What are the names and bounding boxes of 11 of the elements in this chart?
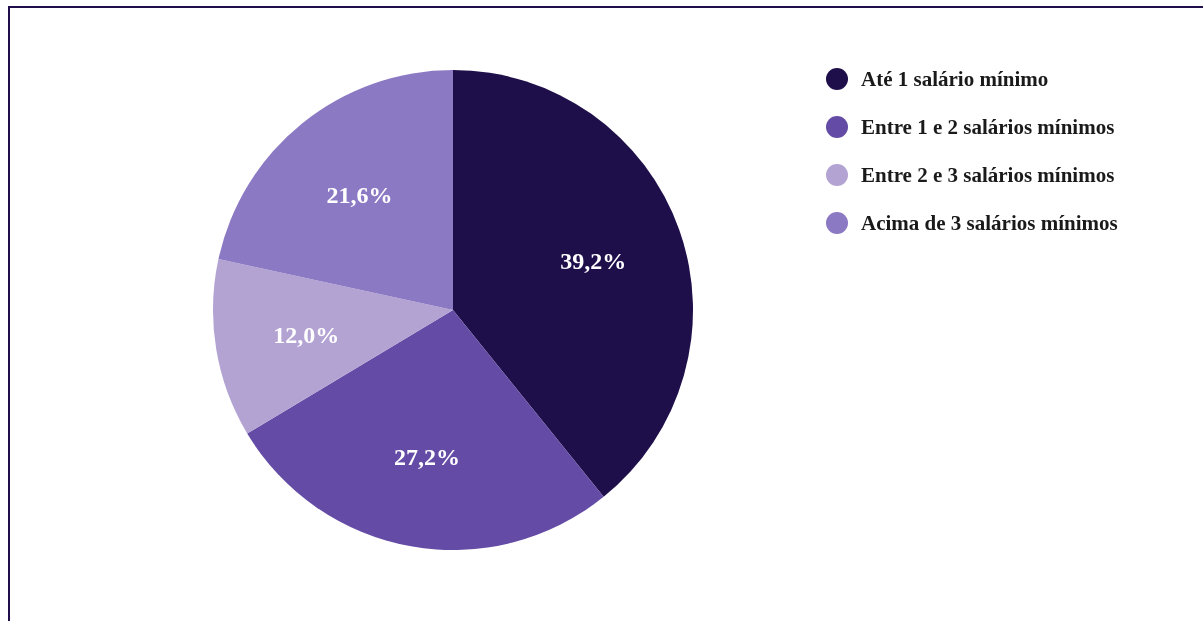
legend-label: Entre 1 e 2 salários mínimos xyxy=(861,115,1115,140)
pie-slice xyxy=(247,310,604,550)
legend-label: Entre 2 e 3 salários mínimos xyxy=(861,163,1115,188)
data-label: 21,6% xyxy=(326,181,393,208)
pie-slice xyxy=(218,70,453,310)
data-label: 39,2% xyxy=(560,247,627,274)
legend-label: Acima de 3 salários mínimos xyxy=(861,211,1118,236)
data-label: 27,2% xyxy=(393,443,460,470)
data-label: 12,0% xyxy=(273,321,340,348)
legend-label: Até 1 salário mínimo xyxy=(861,67,1049,92)
pie-slice xyxy=(213,259,453,434)
